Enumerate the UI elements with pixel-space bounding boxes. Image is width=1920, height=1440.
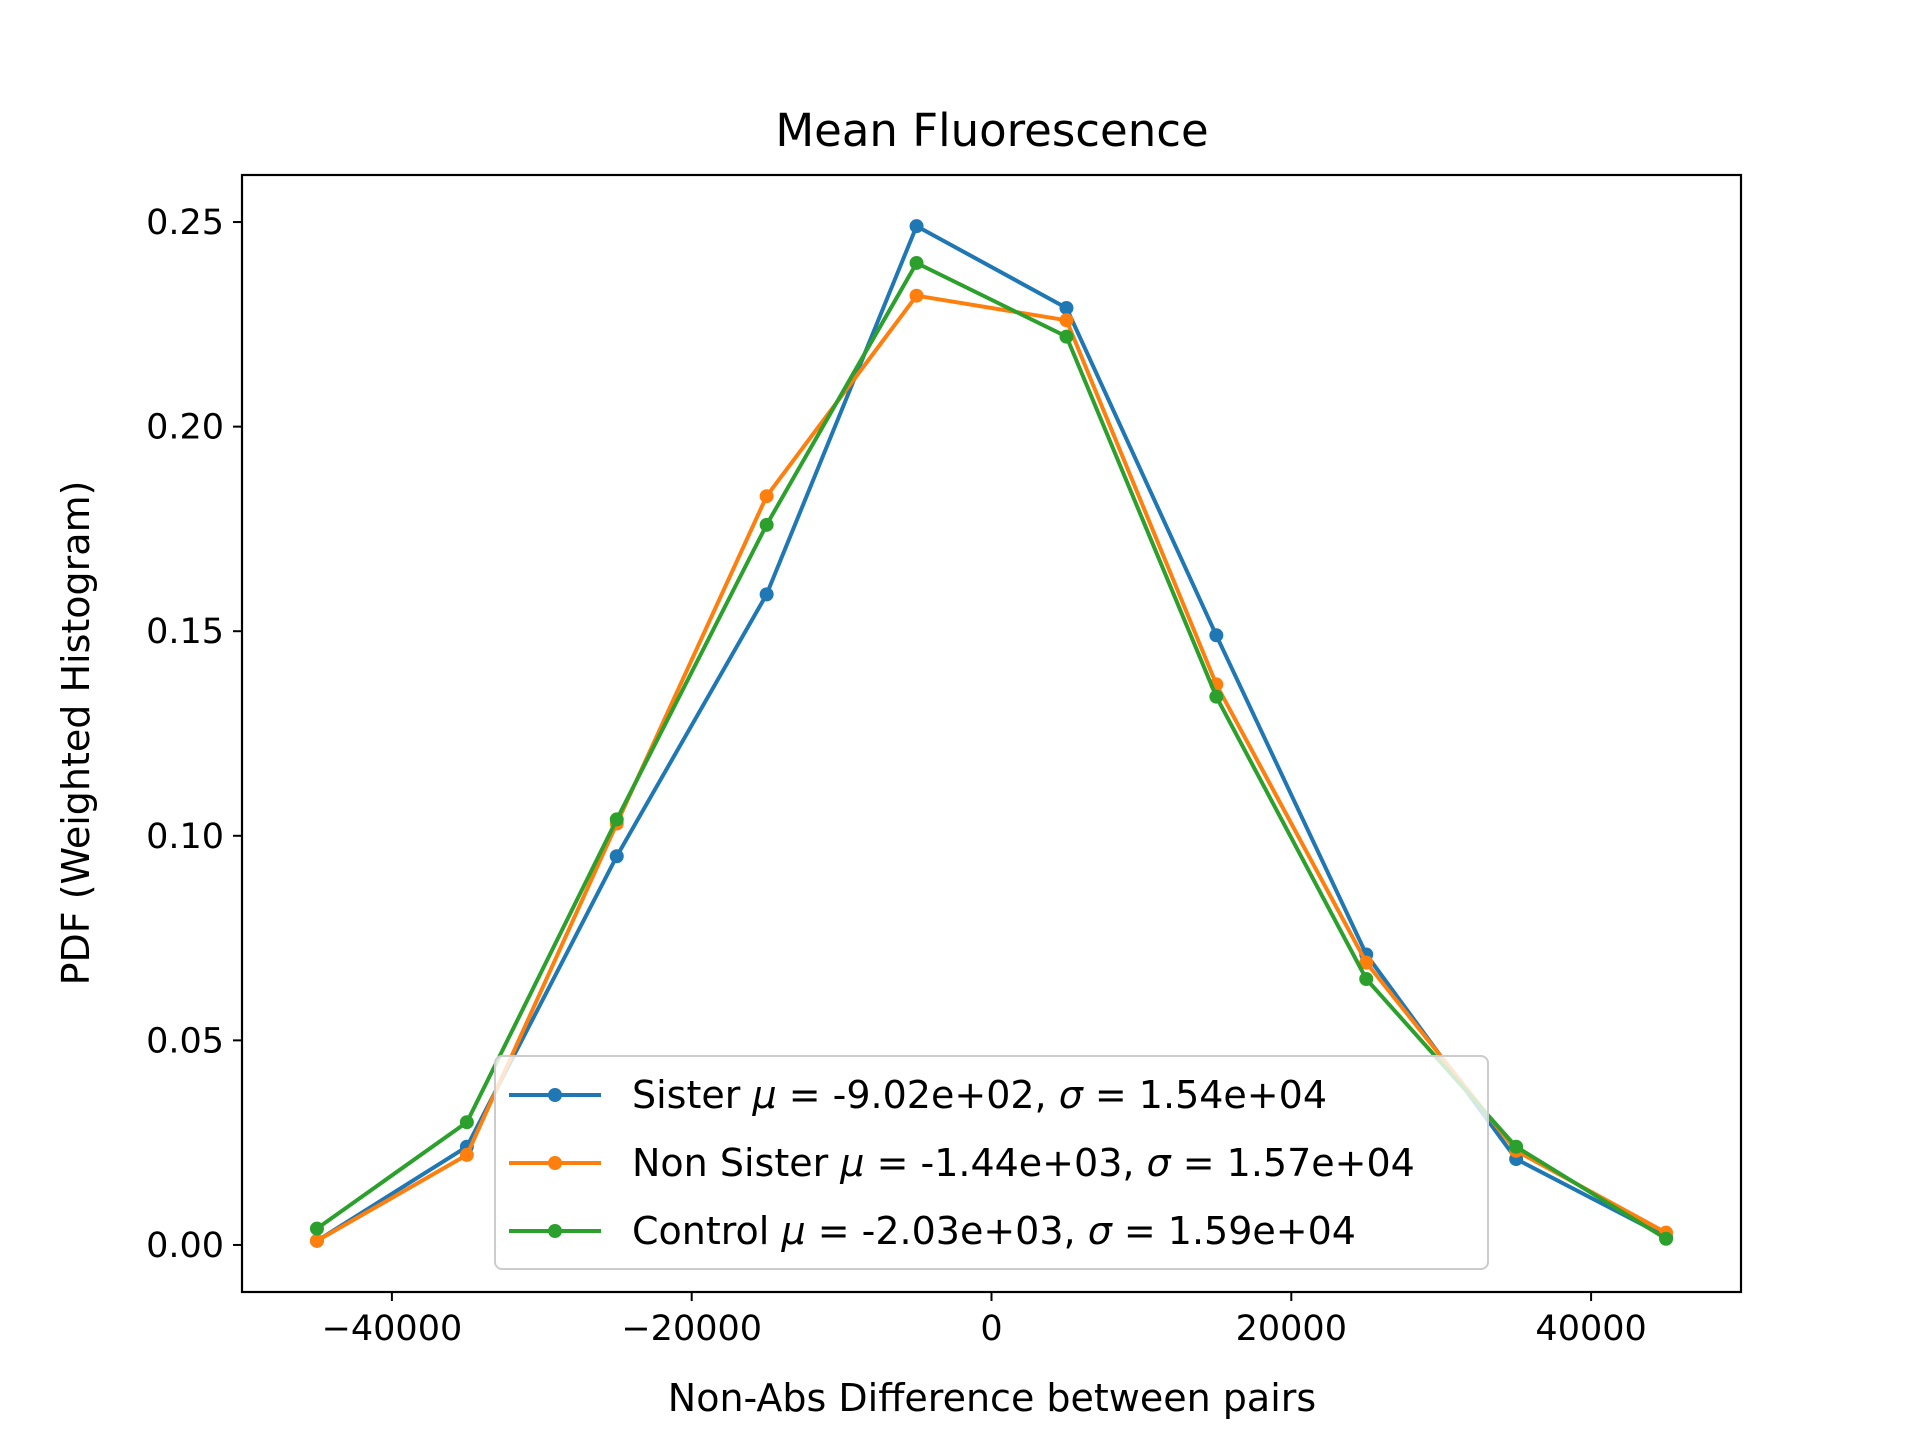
- x-axis-label: Non-Abs Difference between pairs: [668, 1376, 1316, 1420]
- x-tick-label: 40000: [1535, 1309, 1646, 1349]
- data-point: [309, 1221, 324, 1236]
- data-point: [609, 812, 624, 827]
- data-point: [309, 1233, 324, 1248]
- data-point: [459, 1147, 474, 1162]
- legend-entry: Non Sister μ = -1.44e+03, σ = 1.57e+04: [509, 1141, 1415, 1185]
- y-tick-label: 0.25: [146, 203, 224, 243]
- y-tick-label: 0.15: [146, 612, 224, 652]
- legend-label: Non Sister μ = -1.44e+03, σ = 1.57e+04: [632, 1141, 1415, 1185]
- legend-marker: [548, 1088, 562, 1102]
- data-point: [909, 288, 924, 303]
- y-axis-label: PDF (Weighted Histogram): [54, 481, 98, 986]
- y-tick-label: 0.00: [146, 1226, 224, 1266]
- data-point: [759, 517, 774, 532]
- data-point: [1359, 971, 1374, 986]
- legend-entry: Control μ = -2.03e+03, σ = 1.59e+04: [509, 1209, 1356, 1253]
- data-point: [1509, 1139, 1524, 1154]
- data-point: [1209, 628, 1224, 643]
- x-tick-label: 0: [980, 1309, 1002, 1349]
- data-point: [459, 1115, 474, 1130]
- y-tick-label: 0.20: [146, 408, 224, 448]
- legend-label: Control μ = -2.03e+03, σ = 1.59e+04: [632, 1209, 1356, 1253]
- data-point: [1059, 329, 1074, 344]
- y-tick-label: 0.10: [146, 817, 224, 857]
- data-point: [909, 219, 924, 234]
- data-point: [909, 255, 924, 270]
- chart-title: Mean Fluorescence: [775, 104, 1208, 157]
- y-axis: 0.00 0.05 0.10 0.15 0.20 0.25: [146, 203, 242, 1266]
- data-point: [759, 587, 774, 602]
- x-axis: −40000 −20000 0 20000 40000: [322, 1292, 1647, 1349]
- legend-box: [494, 1055, 1489, 1270]
- x-tick-label: −20000: [621, 1309, 762, 1349]
- data-point: [1209, 689, 1224, 704]
- legend-label: Sister μ = -9.02e+02, σ = 1.54e+04: [632, 1073, 1327, 1117]
- data-point: [1059, 313, 1074, 328]
- data-point: [1059, 300, 1074, 315]
- legend-marker: [548, 1156, 562, 1170]
- legend: Sister μ = -9.02e+02, σ = 1.54e+04 Non Si…: [494, 1055, 1489, 1270]
- legend-marker: [548, 1224, 562, 1238]
- x-tick-label: −40000: [322, 1309, 463, 1349]
- data-point: [1659, 1231, 1674, 1246]
- data-point: [759, 489, 774, 504]
- x-tick-label: 20000: [1236, 1309, 1347, 1349]
- y-tick-label: 0.05: [146, 1021, 224, 1061]
- legend-entry: Sister μ = -9.02e+02, σ = 1.54e+04: [509, 1073, 1327, 1117]
- data-point: [609, 849, 624, 864]
- data-point: [1359, 955, 1374, 970]
